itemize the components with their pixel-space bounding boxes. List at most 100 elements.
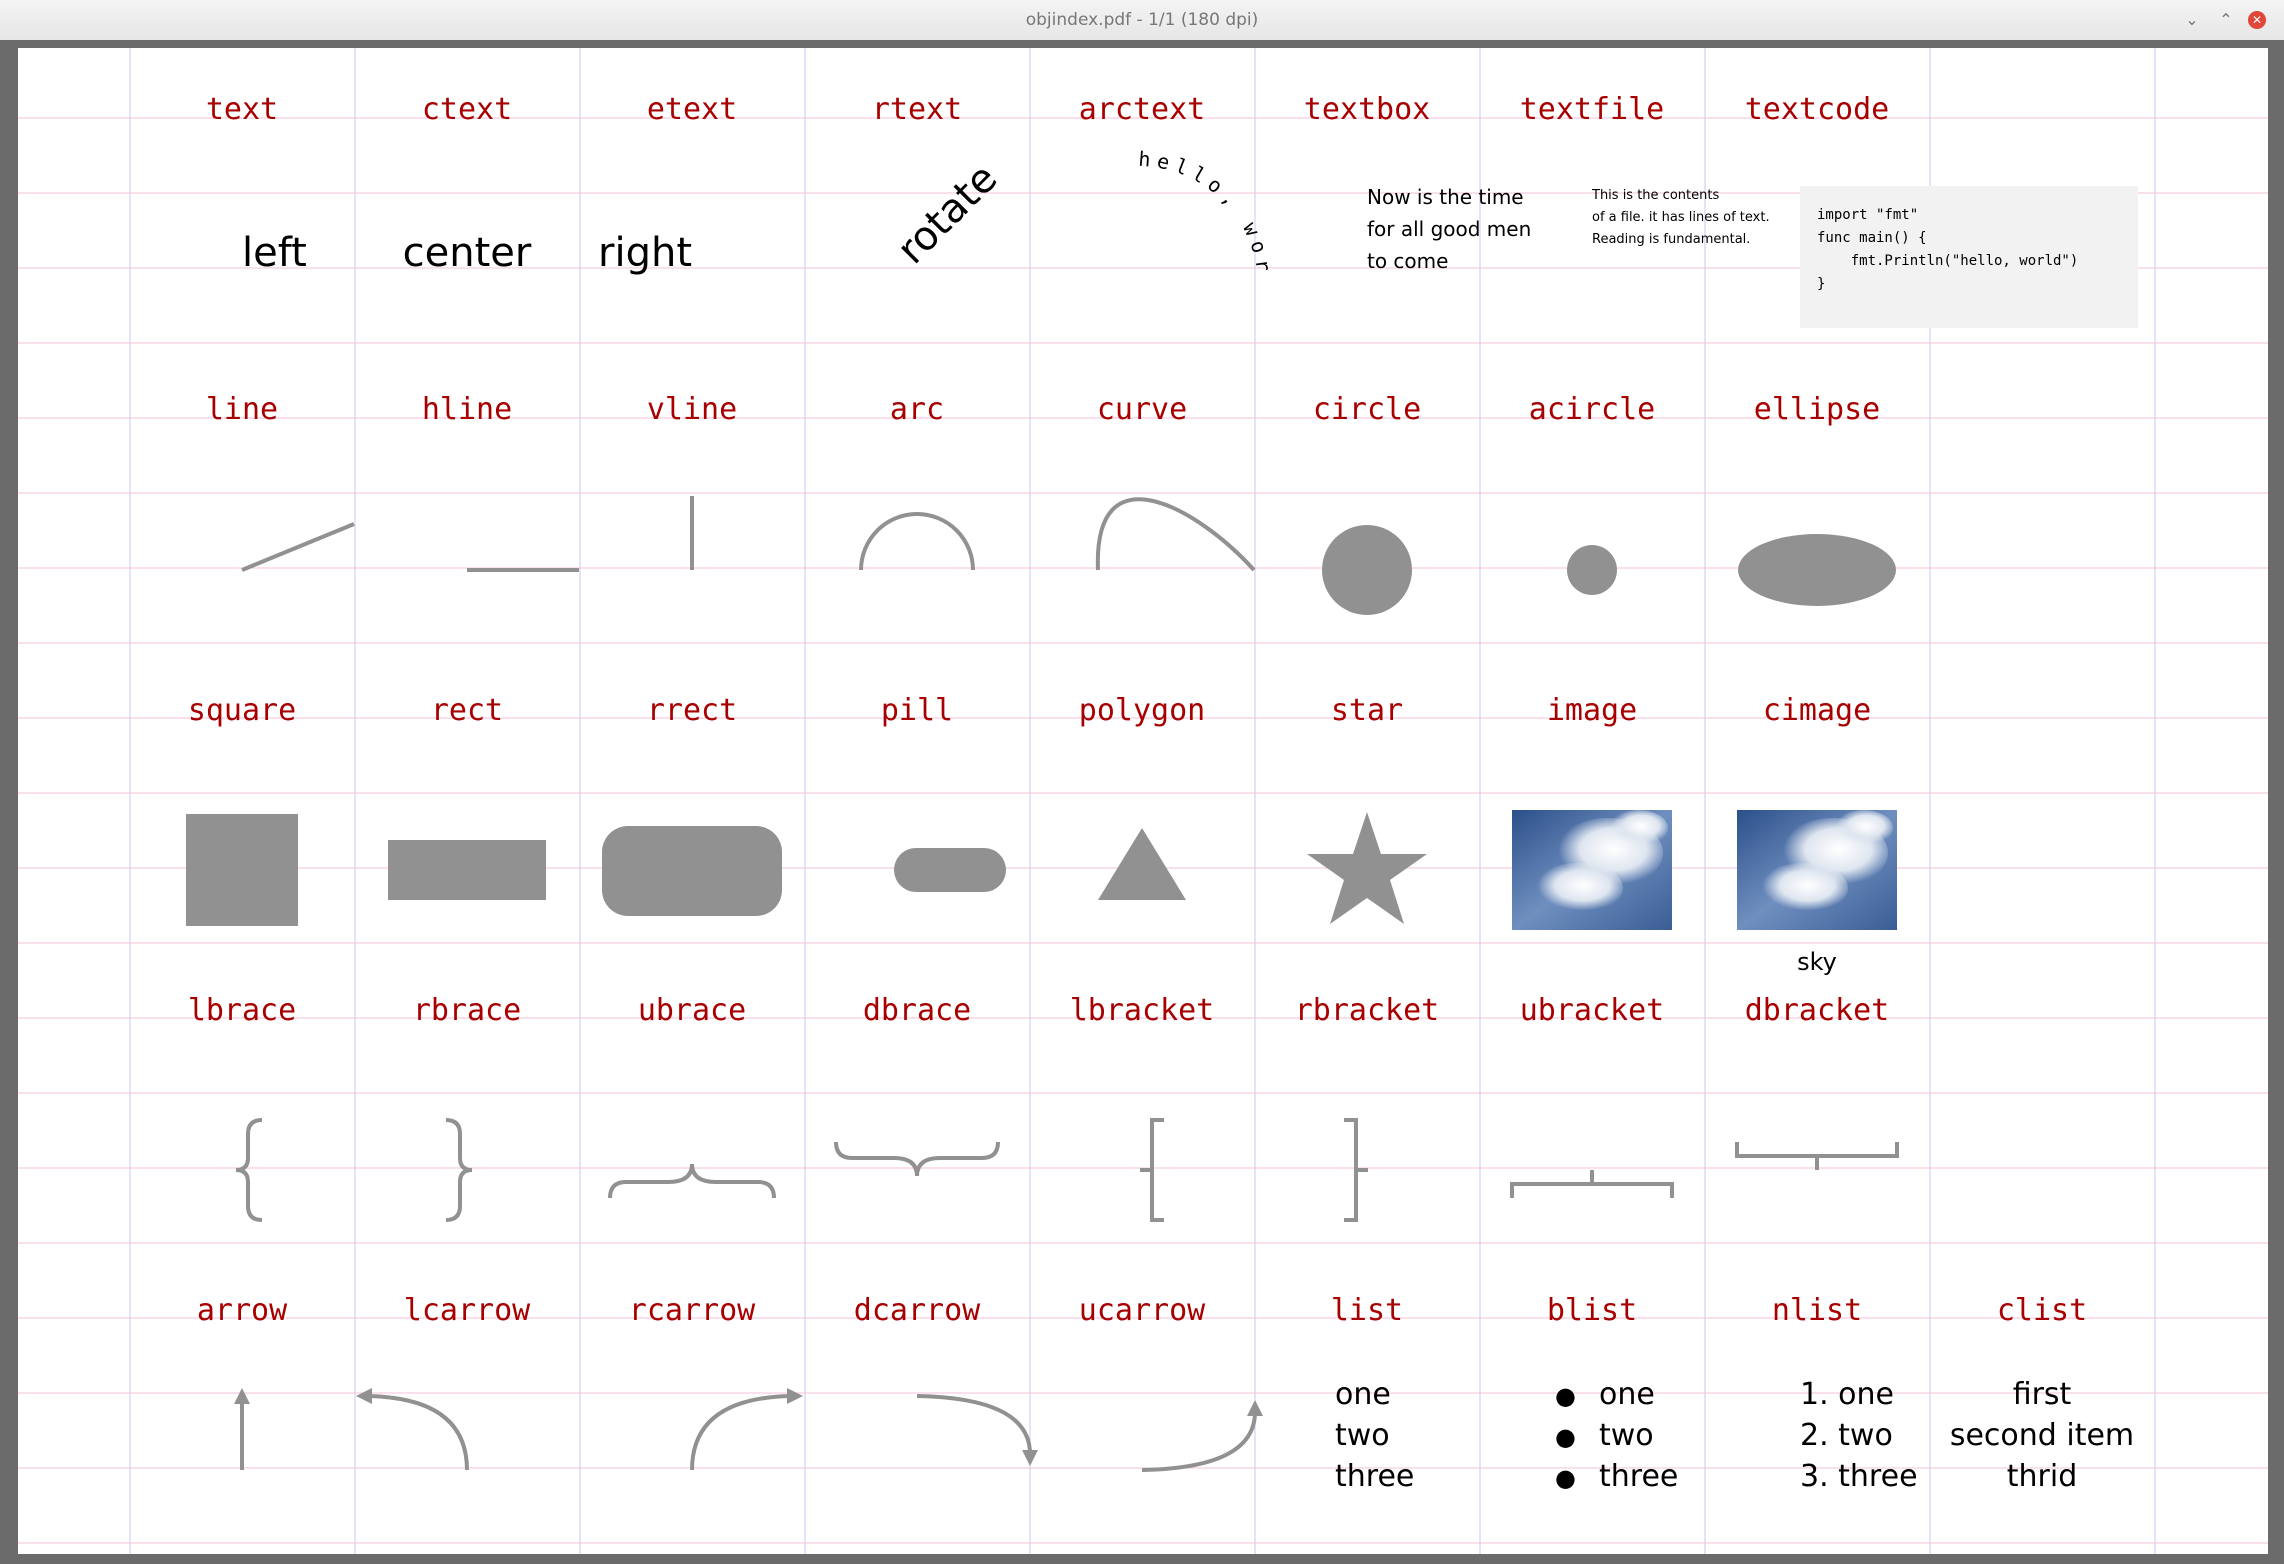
ubracket-shape [1510, 1170, 1674, 1198]
label-list: list [1331, 1293, 1403, 1328]
label-etext: etext [647, 92, 737, 127]
label-ucarrow: ucarrow [1079, 1293, 1206, 1328]
lcarrow-shape [356, 1388, 469, 1471]
blist-item-3: three [1599, 1459, 1678, 1494]
label-polygon: polygon [1079, 693, 1205, 728]
arrow-shape [234, 1388, 250, 1470]
label-rcarrow: rcarrow [629, 1293, 756, 1328]
ubrace-shape [608, 1163, 776, 1199]
clist-item-3: thrid [2007, 1459, 2078, 1494]
label-acircle: acircle [1529, 392, 1655, 427]
sample-right-text: right [598, 230, 692, 276]
minimize-icon[interactable]: ⌄ [2185, 10, 2199, 29]
clist-item-1: first [2013, 1377, 2072, 1412]
label-rbracket: rbracket [1295, 993, 1440, 1028]
list-item-1: one [1335, 1377, 1391, 1412]
label-blist: blist [1547, 1293, 1637, 1328]
label-line: line [206, 392, 278, 427]
arc-shape [859, 512, 975, 571]
star-shape [1307, 812, 1427, 924]
label-ubrace: ubrace [638, 993, 746, 1028]
ucarrow-shape [1141, 1400, 1263, 1472]
list-item-3: three [1335, 1459, 1414, 1494]
nlist-item-1: 1. one [1800, 1377, 1894, 1412]
circle-shape [1322, 525, 1412, 615]
textbox-line-2: for all good men [1367, 217, 1531, 241]
rect-shape [388, 840, 546, 900]
label-nlist: nlist [1772, 1293, 1862, 1328]
blist-item-2: two [1599, 1418, 1654, 1453]
lbrace-shape [235, 1118, 263, 1222]
label-image: image [1547, 693, 1637, 728]
curve-shape [1095, 497, 1256, 572]
textfile-line-2: of a file. it has lines of text. [1592, 210, 1770, 225]
label-textcode: textcode [1745, 92, 1890, 127]
bullet-icon: ● [1555, 1464, 1576, 1492]
page-canvas: text ctext etext rtext arctext textbox t… [18, 48, 2268, 1554]
code-line-2: func main() { [1817, 230, 1927, 246]
code-block-background [1800, 186, 2138, 328]
sample-left-text: left [242, 230, 307, 276]
label-textbox: textbox [1304, 92, 1430, 127]
line-shape [241, 522, 355, 572]
title-bar[interactable]: objindex.pdf - 1/1 (180 dpi) ⌄ ⌃ ✕ [0, 0, 2284, 41]
label-square: square [188, 693, 296, 728]
label-clist: clist [1997, 1293, 2087, 1328]
label-ctext: ctext [422, 92, 512, 127]
clist-item-2: second item [1950, 1418, 2134, 1453]
label-star: star [1331, 693, 1403, 728]
rbracket-shape [1344, 1118, 1368, 1222]
label-rbrace: rbrace [413, 993, 521, 1028]
cimage-caption: sky [1797, 948, 1837, 976]
label-lbracket: lbracket [1070, 993, 1215, 1028]
textbox-line-1: Now is the time [1367, 185, 1524, 209]
dcarrow-shape [916, 1394, 1038, 1466]
code-line-1: import "fmt" [1817, 207, 1918, 223]
window-title: objindex.pdf - 1/1 (180 dpi) [1025, 10, 1259, 30]
ellipse-shape [1738, 534, 1896, 606]
nlist-item-3: 3. three [1800, 1459, 1918, 1494]
document-viewport[interactable]: text ctext etext rtext arctext textbox t… [0, 40, 2284, 1564]
label-arctext: arctext [1079, 92, 1205, 127]
label-rect: rect [431, 693, 503, 728]
square-shape [186, 814, 298, 926]
textfile-line-3: Reading is fundamental. [1592, 232, 1750, 247]
label-rrect: rrect [647, 693, 737, 728]
pdf-page: text ctext etext rtext arctext textbox t… [18, 48, 2268, 1554]
label-vline: vline [647, 392, 737, 427]
lbracket-shape [1140, 1118, 1164, 1222]
bullet-icon: ● [1555, 1423, 1576, 1451]
polygon-shape [1098, 828, 1186, 900]
label-arc: arc [890, 392, 944, 427]
textfile-line-1: This is the contents [1591, 188, 1719, 203]
sky-image [1512, 810, 1672, 930]
label-hline: hline [422, 392, 512, 427]
sample-rotate-text: rotate [889, 155, 1007, 273]
list-item-2: two [1335, 1418, 1390, 1453]
label-ellipse: ellipse [1754, 392, 1880, 427]
label-dbrace: dbrace [863, 993, 971, 1028]
label-arrow: arrow [197, 1293, 288, 1328]
bullet-icon: ● [1555, 1382, 1576, 1410]
label-ubracket: ubracket [1520, 993, 1665, 1028]
label-pill: pill [881, 693, 953, 728]
close-icon[interactable]: ✕ [2248, 11, 2266, 29]
label-curve: curve [1097, 392, 1187, 427]
dbracket-shape [1735, 1142, 1899, 1170]
label-textfile: textfile [1520, 92, 1665, 127]
label-circle: circle [1313, 392, 1421, 427]
label-lbrace: lbrace [188, 993, 296, 1028]
code-line-4: } [1817, 276, 1825, 292]
pill-shape [894, 848, 1006, 892]
label-dbracket: dbracket [1745, 993, 1890, 1028]
sample-center-text: center [403, 230, 532, 276]
rcarrow-shape [690, 1388, 803, 1471]
label-dcarrow: dcarrow [854, 1293, 981, 1328]
maximize-icon[interactable]: ⌃ [2219, 10, 2233, 29]
nlist-item-2: 2. two [1800, 1418, 1893, 1453]
label-rtext: rtext [872, 92, 962, 127]
acircle-shape [1567, 545, 1617, 595]
sky-cimage [1737, 810, 1897, 930]
code-line-3: fmt.Println("hello, world") [1817, 253, 2078, 269]
